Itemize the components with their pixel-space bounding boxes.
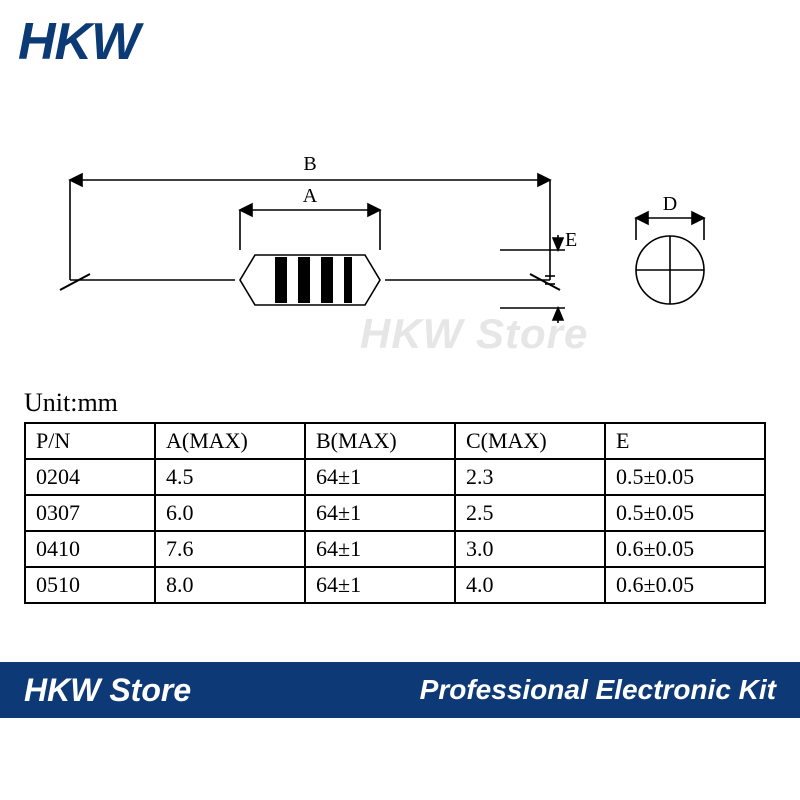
table-cell: 64±1 xyxy=(305,495,455,531)
resistor-component-icon xyxy=(60,255,560,305)
table-cell: 0307 xyxy=(25,495,155,531)
table-row: 05108.064±14.00.6±0.05 xyxy=(25,567,765,603)
table-cell: 0510 xyxy=(25,567,155,603)
table-cell: 0.6±0.05 xyxy=(605,567,765,603)
table-cell: 4.0 xyxy=(455,567,605,603)
end-view-icon: D xyxy=(636,193,704,304)
table-cell: 4.5 xyxy=(155,459,305,495)
dimensions-table: P/NA(MAX)B(MAX)C(MAX)E 02044.564±12.30.5… xyxy=(24,422,766,604)
page-root: HKW HKW Store B A xyxy=(0,0,800,800)
footer-bar: HKW Store Professional Electronic Kit xyxy=(0,662,800,718)
table-cell: 8.0 xyxy=(155,567,305,603)
table-cell: 0.5±0.05 xyxy=(605,495,765,531)
table-row: 02044.564±12.30.5±0.05 xyxy=(25,459,765,495)
table-col-header: E xyxy=(605,423,765,459)
dimension-diagram: B A xyxy=(60,150,760,350)
table-cell: 0410 xyxy=(25,531,155,567)
table-cell: 2.3 xyxy=(455,459,605,495)
table-cell: 6.0 xyxy=(155,495,305,531)
table-col-header: P/N xyxy=(25,423,155,459)
table-col-header: A(MAX) xyxy=(155,423,305,459)
table-cell: 7.6 xyxy=(155,531,305,567)
dim-label-a: A xyxy=(303,185,318,207)
footer-tagline: Professional Electronic Kit xyxy=(420,674,800,706)
table-cell: 64±1 xyxy=(305,459,455,495)
table-col-header: C(MAX) xyxy=(455,423,605,459)
table-cell: 64±1 xyxy=(305,567,455,603)
unit-label: Unit:mm xyxy=(24,388,118,418)
table-cell: 0204 xyxy=(25,459,155,495)
dim-label-e: E xyxy=(565,229,577,251)
table-row: 03076.064±12.50.5±0.05 xyxy=(25,495,765,531)
table-cell: 0.6±0.05 xyxy=(605,531,765,567)
table-col-header: B(MAX) xyxy=(305,423,455,459)
dim-label-b: B xyxy=(303,153,316,175)
table-cell: 2.5 xyxy=(455,495,605,531)
table-row: 04107.664±13.00.6±0.05 xyxy=(25,531,765,567)
table-cell: 3.0 xyxy=(455,531,605,567)
dim-label-d: D xyxy=(663,193,677,215)
brand-logo: HKW xyxy=(18,12,139,72)
footer-store-name: HKW Store xyxy=(0,672,300,709)
table-header-row: P/NA(MAX)B(MAX)C(MAX)E xyxy=(25,423,765,459)
table-cell: 0.5±0.05 xyxy=(605,459,765,495)
table-cell: 64±1 xyxy=(305,531,455,567)
